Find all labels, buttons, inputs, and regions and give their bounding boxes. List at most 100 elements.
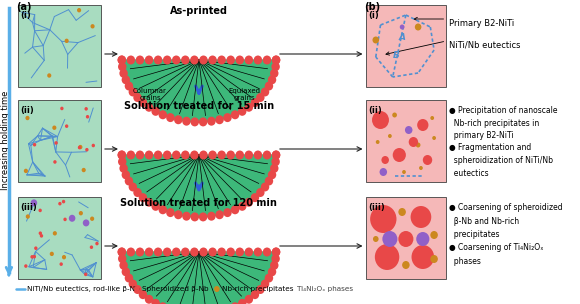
Text: (iii): (iii) bbox=[368, 203, 385, 212]
Circle shape bbox=[78, 146, 81, 149]
Circle shape bbox=[172, 247, 180, 257]
Polygon shape bbox=[122, 252, 276, 304]
Circle shape bbox=[215, 115, 224, 124]
Circle shape bbox=[154, 247, 162, 257]
Bar bbox=[19, 197, 101, 279]
Circle shape bbox=[393, 148, 406, 162]
Circle shape bbox=[60, 262, 63, 266]
Circle shape bbox=[270, 261, 278, 270]
Circle shape bbox=[133, 93, 142, 102]
Circle shape bbox=[32, 255, 36, 258]
Circle shape bbox=[86, 115, 89, 119]
Circle shape bbox=[151, 299, 160, 304]
Circle shape bbox=[158, 110, 167, 119]
Circle shape bbox=[430, 255, 438, 263]
Text: (a): (a) bbox=[16, 2, 32, 12]
Circle shape bbox=[272, 247, 280, 257]
Circle shape bbox=[122, 170, 130, 179]
Circle shape bbox=[261, 279, 269, 288]
Circle shape bbox=[270, 164, 278, 173]
Circle shape bbox=[118, 56, 126, 64]
Circle shape bbox=[218, 56, 226, 64]
Circle shape bbox=[208, 56, 217, 64]
Circle shape bbox=[122, 267, 130, 276]
Circle shape bbox=[181, 56, 190, 64]
Circle shape bbox=[405, 126, 412, 134]
Circle shape bbox=[65, 124, 68, 128]
Circle shape bbox=[79, 211, 83, 216]
Circle shape bbox=[145, 247, 153, 257]
Bar bbox=[367, 5, 447, 87]
Circle shape bbox=[226, 150, 235, 160]
Text: Ti₄Ni₂Oₓ phases: Ti₄Ni₂Oₓ phases bbox=[297, 286, 353, 292]
Circle shape bbox=[416, 232, 429, 246]
Circle shape bbox=[119, 69, 128, 78]
Text: Increasing holding time: Increasing holding time bbox=[1, 90, 10, 190]
Circle shape bbox=[166, 113, 175, 122]
Circle shape bbox=[166, 208, 175, 217]
Bar bbox=[19, 5, 101, 87]
Circle shape bbox=[231, 205, 240, 214]
Circle shape bbox=[126, 247, 135, 257]
Text: NiTi/Nb eutectics, rod-like β-Nb: NiTi/Nb eutectics, rod-like β-Nb bbox=[27, 286, 140, 292]
Circle shape bbox=[419, 166, 423, 170]
Circle shape bbox=[64, 39, 68, 43]
Circle shape bbox=[268, 75, 276, 84]
Circle shape bbox=[430, 116, 434, 120]
Circle shape bbox=[47, 73, 51, 78]
Circle shape bbox=[133, 188, 142, 197]
Circle shape bbox=[376, 140, 379, 144]
Circle shape bbox=[268, 170, 276, 179]
Circle shape bbox=[151, 107, 160, 116]
Text: B: B bbox=[393, 50, 400, 60]
Circle shape bbox=[134, 286, 140, 292]
Circle shape bbox=[411, 206, 432, 228]
Circle shape bbox=[199, 117, 207, 126]
Circle shape bbox=[238, 107, 246, 116]
Circle shape bbox=[62, 255, 66, 259]
Circle shape bbox=[271, 62, 280, 71]
Circle shape bbox=[251, 290, 259, 299]
Circle shape bbox=[82, 168, 86, 172]
Text: (i): (i) bbox=[20, 11, 31, 20]
Circle shape bbox=[370, 205, 397, 233]
Circle shape bbox=[52, 126, 56, 130]
Circle shape bbox=[200, 150, 208, 160]
Circle shape bbox=[92, 144, 95, 147]
Circle shape bbox=[272, 150, 280, 160]
Circle shape bbox=[264, 274, 273, 282]
Circle shape bbox=[372, 111, 389, 129]
Circle shape bbox=[38, 209, 42, 212]
Circle shape bbox=[58, 202, 61, 206]
Circle shape bbox=[423, 155, 432, 165]
Circle shape bbox=[223, 113, 232, 122]
Circle shape bbox=[63, 218, 67, 221]
Circle shape bbox=[261, 88, 269, 96]
Text: eutectics: eutectics bbox=[449, 168, 489, 178]
Circle shape bbox=[133, 285, 142, 294]
Text: (b): (b) bbox=[364, 2, 380, 12]
Circle shape bbox=[118, 254, 126, 263]
Circle shape bbox=[235, 56, 244, 64]
Circle shape bbox=[268, 267, 276, 276]
Circle shape bbox=[251, 193, 259, 202]
Circle shape bbox=[253, 150, 262, 160]
Circle shape bbox=[251, 98, 259, 107]
Circle shape bbox=[26, 214, 30, 219]
Circle shape bbox=[190, 56, 198, 64]
Circle shape bbox=[158, 205, 167, 214]
Circle shape bbox=[34, 247, 38, 250]
Circle shape bbox=[231, 302, 240, 304]
Circle shape bbox=[31, 199, 37, 206]
Circle shape bbox=[231, 110, 240, 119]
Circle shape bbox=[388, 134, 392, 138]
Circle shape bbox=[190, 247, 198, 257]
Circle shape bbox=[372, 36, 379, 43]
Circle shape bbox=[200, 56, 208, 64]
Circle shape bbox=[145, 295, 153, 304]
Circle shape bbox=[118, 150, 126, 160]
Circle shape bbox=[382, 231, 397, 247]
Circle shape bbox=[77, 8, 81, 12]
Text: (iii): (iii) bbox=[20, 203, 37, 212]
Circle shape bbox=[118, 157, 126, 166]
